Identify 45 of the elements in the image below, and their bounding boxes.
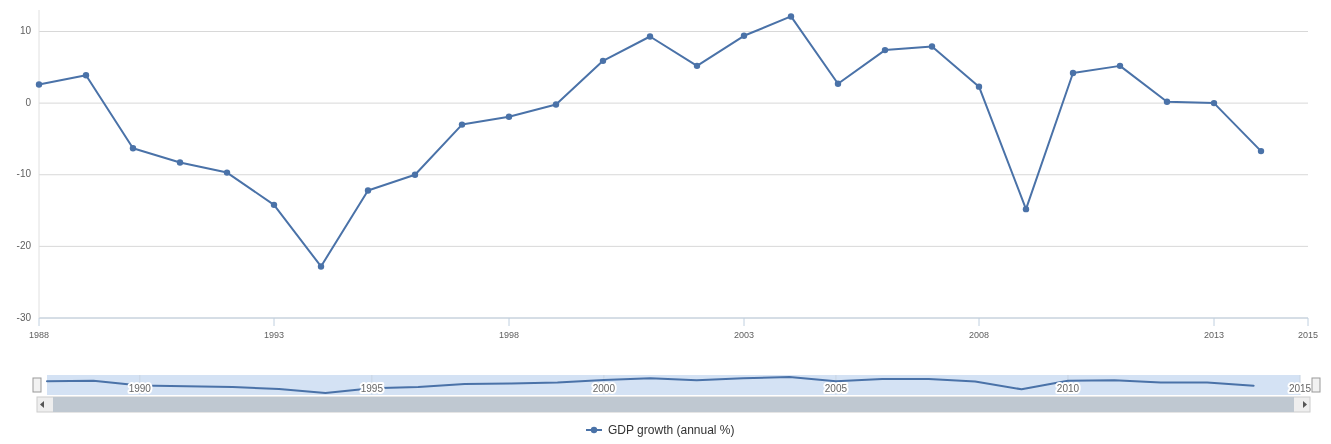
point	[82, 71, 90, 79]
y-tick-label: -10	[16, 168, 32, 180]
point	[35, 81, 43, 88]
x-tick-label: 1993	[263, 330, 285, 340]
point	[740, 32, 748, 39]
x-tick-label: 1990	[128, 383, 152, 394]
point	[693, 62, 701, 70]
point	[834, 80, 842, 87]
x-tick-label: 2013	[1203, 330, 1225, 340]
x-tick-label: 2015	[1297, 330, 1319, 340]
point	[975, 83, 983, 90]
point	[364, 187, 372, 194]
point	[1210, 99, 1218, 107]
y-tick-label: 0	[25, 96, 32, 108]
x-tick-label: 2008	[968, 330, 990, 340]
x-tick-label: 1988	[28, 330, 50, 340]
legend-label: GDP growth (annual %)	[608, 423, 735, 437]
point	[1022, 205, 1030, 213]
x-tick-label: 2003	[733, 330, 755, 340]
point	[223, 169, 231, 176]
point	[1069, 69, 1077, 77]
point	[458, 121, 466, 128]
point	[881, 46, 889, 54]
y-tick-label: -20	[16, 240, 32, 252]
x-tick-label: 2000	[592, 383, 616, 394]
point	[928, 43, 936, 50]
point	[317, 263, 325, 270]
point	[270, 201, 278, 209]
x-tick-label: 1998	[498, 330, 520, 340]
point	[599, 57, 607, 65]
x-tick-label: 2005	[824, 383, 848, 394]
y-tick-label: 10	[19, 25, 32, 37]
point	[129, 145, 137, 152]
point	[552, 101, 560, 108]
point	[646, 33, 654, 40]
point	[787, 13, 795, 20]
y-tick-label: -30	[16, 311, 32, 323]
x-tick-label: 2015	[1288, 383, 1312, 394]
point	[1257, 147, 1265, 155]
point	[505, 113, 513, 120]
point	[1163, 98, 1171, 105]
point	[1116, 62, 1124, 70]
point	[176, 159, 184, 166]
x-tick-label: 2010	[1056, 383, 1080, 394]
point	[411, 171, 419, 178]
